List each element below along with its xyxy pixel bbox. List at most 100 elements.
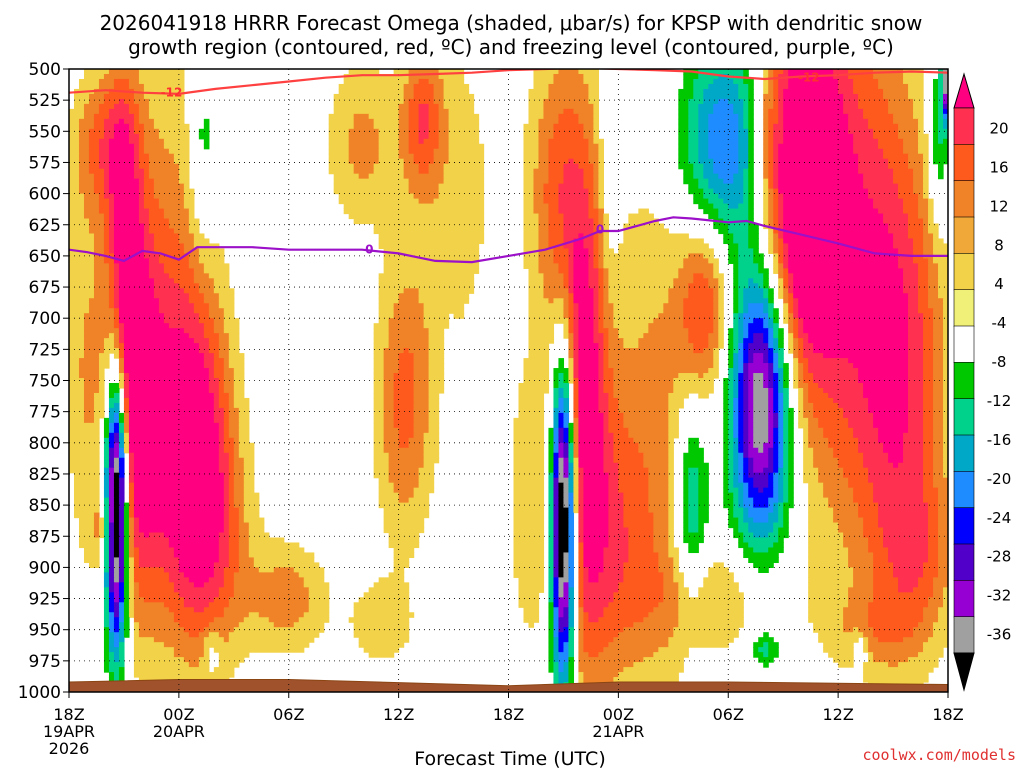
omega-cell bbox=[563, 313, 570, 319]
omega-cell bbox=[813, 343, 909, 349]
omega-cell bbox=[128, 587, 135, 593]
omega-cell bbox=[213, 358, 225, 364]
omega-cell bbox=[108, 387, 120, 394]
omega-cell bbox=[788, 427, 794, 434]
omega-cell bbox=[778, 118, 784, 125]
omega-cell bbox=[408, 128, 420, 135]
omega-cell bbox=[213, 567, 225, 573]
omega-cell bbox=[393, 412, 415, 419]
omega-cell bbox=[228, 472, 235, 479]
omega-cell bbox=[598, 343, 604, 349]
omega-cell bbox=[683, 507, 689, 514]
omega-cell bbox=[778, 338, 784, 344]
omega-cell bbox=[578, 363, 599, 369]
omega-cell bbox=[628, 537, 654, 544]
omega-cell bbox=[118, 338, 125, 344]
omega-cell bbox=[228, 637, 315, 643]
omega-cell bbox=[943, 467, 948, 474]
omega-cell bbox=[103, 532, 110, 539]
omega-cell bbox=[103, 437, 110, 444]
omega-cell bbox=[863, 667, 934, 673]
omega-cell bbox=[843, 542, 869, 549]
omega-cell bbox=[563, 592, 570, 598]
omega-cell bbox=[683, 258, 709, 264]
omega-cell bbox=[743, 497, 754, 504]
omega-cell bbox=[908, 153, 924, 160]
omega-cell bbox=[793, 348, 799, 354]
omega-cell bbox=[763, 69, 769, 75]
omega-cell bbox=[578, 387, 599, 394]
omega-cell bbox=[218, 532, 230, 539]
omega-cell bbox=[678, 133, 689, 140]
omega-cell bbox=[768, 118, 779, 125]
omega-cell bbox=[868, 402, 909, 409]
omega-cell bbox=[778, 78, 789, 85]
omega-cell bbox=[183, 198, 195, 205]
omega-cell bbox=[133, 652, 175, 658]
omega-cell bbox=[743, 532, 754, 539]
omega-cell bbox=[213, 328, 225, 334]
omega-cell bbox=[383, 397, 395, 404]
omega-cell bbox=[423, 442, 440, 449]
omega-cell bbox=[873, 133, 899, 140]
omega-cell bbox=[778, 258, 784, 264]
omega-cell bbox=[583, 123, 594, 130]
omega-cell bbox=[738, 158, 749, 165]
omega-cell bbox=[233, 587, 310, 593]
omega-cell bbox=[103, 98, 120, 105]
omega-cell bbox=[128, 572, 135, 578]
omega-cell bbox=[668, 293, 689, 299]
omega-cell bbox=[138, 193, 145, 200]
omega-cell bbox=[593, 233, 599, 240]
omega-cell bbox=[708, 123, 739, 130]
omega-cell bbox=[628, 427, 669, 434]
omega-cell bbox=[408, 103, 420, 110]
omega-cell bbox=[108, 552, 115, 559]
omega-cell bbox=[678, 597, 744, 603]
omega-cell bbox=[833, 657, 854, 663]
omega-cell bbox=[103, 622, 110, 628]
omega-cell bbox=[913, 258, 929, 264]
omega-cell bbox=[928, 522, 939, 529]
omega-cell bbox=[833, 512, 859, 519]
omega-cell bbox=[568, 652, 575, 658]
omega-cell bbox=[933, 477, 948, 484]
omega-cell bbox=[578, 328, 594, 334]
omega-cell bbox=[828, 497, 854, 504]
omega-cell bbox=[753, 417, 769, 424]
omega-cell bbox=[618, 582, 664, 588]
omega-cell bbox=[143, 532, 150, 539]
omega-cell bbox=[128, 472, 135, 479]
omega-cell bbox=[748, 373, 754, 379]
omega-cell bbox=[548, 532, 555, 539]
omega-cell bbox=[858, 368, 909, 374]
omega-cell bbox=[563, 378, 570, 384]
omega-cell bbox=[233, 382, 245, 389]
omega-cell bbox=[528, 98, 545, 105]
omega-cell bbox=[568, 467, 575, 474]
omega-cell bbox=[913, 243, 924, 250]
omega-cell bbox=[388, 542, 420, 549]
omega-cell bbox=[108, 602, 115, 608]
omega-cell bbox=[158, 203, 185, 210]
omega-cell bbox=[773, 442, 779, 449]
omega-cell bbox=[778, 198, 784, 205]
omega-cell bbox=[733, 467, 739, 474]
omega-cell bbox=[113, 203, 140, 210]
omega-cell bbox=[738, 492, 744, 499]
omega-cell bbox=[573, 303, 580, 309]
omega-cell bbox=[353, 612, 415, 618]
omega-cell bbox=[563, 422, 570, 429]
omega-cell bbox=[548, 168, 565, 175]
omega-cell bbox=[723, 477, 729, 484]
omega-cell bbox=[758, 487, 764, 494]
omega-cell bbox=[383, 432, 400, 439]
omega-cell bbox=[69, 402, 85, 409]
omega-cell bbox=[98, 158, 110, 165]
omega-cell bbox=[548, 218, 565, 225]
omega-cell bbox=[83, 338, 105, 344]
omega-cell bbox=[113, 572, 120, 578]
omega-cell bbox=[918, 123, 924, 130]
omega-cell bbox=[773, 128, 784, 135]
omega-cell bbox=[743, 313, 769, 319]
